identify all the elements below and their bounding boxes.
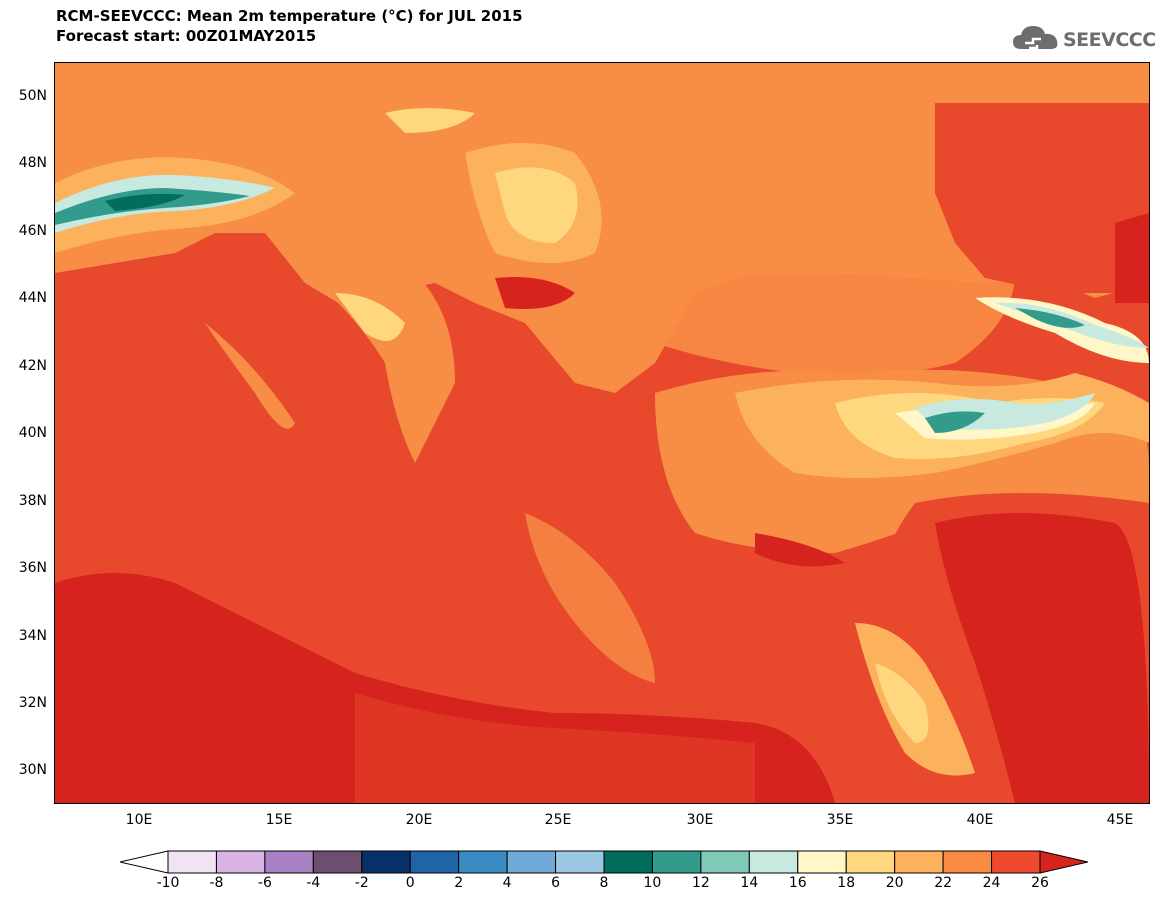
lon-label-10e: 10E bbox=[125, 812, 153, 828]
lat-label-46n: 46N bbox=[18, 223, 47, 239]
lat-label-42n: 42N bbox=[18, 358, 47, 374]
colorbar-tick-label: -8 bbox=[209, 875, 224, 891]
lat-label-30n: 30N bbox=[18, 762, 47, 778]
colorbar-cells bbox=[167, 850, 1041, 874]
logo-text: SEEVCCC bbox=[1063, 29, 1156, 51]
colorbar-tick-label: 18 bbox=[837, 875, 856, 891]
lat-label-50n: 50N bbox=[18, 88, 47, 104]
colorbar-tick-label: -10 bbox=[156, 875, 180, 891]
colorbar-cell bbox=[312, 850, 363, 874]
colorbar-tick-label: 20 bbox=[885, 875, 904, 891]
colorbar-tick-label: 8 bbox=[599, 875, 609, 891]
lat-label-38n: 38N bbox=[18, 493, 47, 509]
lat-label-40n: 40N bbox=[18, 425, 47, 441]
colorbar-tick-label: -2 bbox=[354, 875, 369, 891]
colorbar-cell bbox=[603, 850, 653, 874]
lon-label-35e: 35E bbox=[826, 812, 854, 828]
colorbar-cell bbox=[942, 850, 993, 874]
colorbar-cell bbox=[409, 850, 460, 874]
colorbar-cell bbox=[845, 850, 896, 874]
map-title: RCM-SEEVCCC: Mean 2m temperature (°C) fo… bbox=[56, 6, 523, 46]
colorbar-tick-label: 10 bbox=[643, 875, 662, 891]
colorbar-under-triangle bbox=[120, 850, 169, 874]
colorbar-cell bbox=[458, 850, 508, 874]
colorbar-cell bbox=[700, 850, 750, 874]
colorbar-cell bbox=[894, 850, 944, 874]
colorbar-cell bbox=[555, 850, 605, 874]
colorbar-tick-label: -4 bbox=[306, 875, 321, 891]
cloud-icon bbox=[1013, 26, 1058, 50]
colorbar-cell bbox=[797, 850, 847, 874]
colorbar-tick-label: 24 bbox=[982, 875, 1001, 891]
colorbar-cell bbox=[167, 850, 217, 874]
lon-label-30e: 30E bbox=[686, 812, 714, 828]
colorbar-cell bbox=[991, 850, 1041, 874]
title-line-forecast: Forecast start: 00Z01MAY2015 bbox=[56, 27, 317, 45]
seevccc-logo: SEEVCCC bbox=[1011, 18, 1156, 58]
colorbar-cell bbox=[748, 850, 799, 874]
colorbar-tick-label: 6 bbox=[551, 875, 561, 891]
lat-label-44n: 44N bbox=[18, 290, 47, 306]
title-line-main: RCM-SEEVCCC: Mean 2m temperature (°C) fo… bbox=[56, 7, 523, 25]
colorbar-tick-label: 0 bbox=[405, 875, 415, 891]
colorbar-tick-label: -6 bbox=[257, 875, 272, 891]
colorbar-cell bbox=[361, 850, 411, 874]
colorbar-tick-label: 16 bbox=[788, 875, 807, 891]
colorbar-tick-label: 22 bbox=[934, 875, 953, 891]
colorbar-tick-label: 4 bbox=[502, 875, 512, 891]
map-field bbox=[55, 63, 1149, 803]
colorbar-tick-label: 26 bbox=[1031, 875, 1049, 891]
colorbar-cell bbox=[651, 850, 702, 874]
colorbar-cell bbox=[264, 850, 314, 874]
lat-label-48n: 48N bbox=[18, 155, 47, 171]
colorbar-tick-label: 2 bbox=[454, 875, 464, 891]
colorbar bbox=[120, 850, 1088, 874]
lon-label-40e: 40E bbox=[966, 812, 994, 828]
colorbar-cell bbox=[215, 850, 266, 874]
colorbar-tick-label: 14 bbox=[740, 875, 759, 891]
lon-label-20e: 20E bbox=[405, 812, 433, 828]
lat-label-34n: 34N bbox=[18, 628, 47, 644]
lon-label-15e: 15E bbox=[265, 812, 293, 828]
colorbar-cell bbox=[506, 850, 557, 874]
colorbar-tick-label: 12 bbox=[691, 875, 710, 891]
lat-label-32n: 32N bbox=[18, 695, 47, 711]
colorbar-over-triangle bbox=[1039, 850, 1088, 874]
lon-label-25e: 25E bbox=[544, 812, 572, 828]
temperature-map bbox=[54, 62, 1150, 804]
lat-label-36n: 36N bbox=[18, 560, 47, 576]
lon-label-45e: 45E bbox=[1106, 812, 1134, 828]
